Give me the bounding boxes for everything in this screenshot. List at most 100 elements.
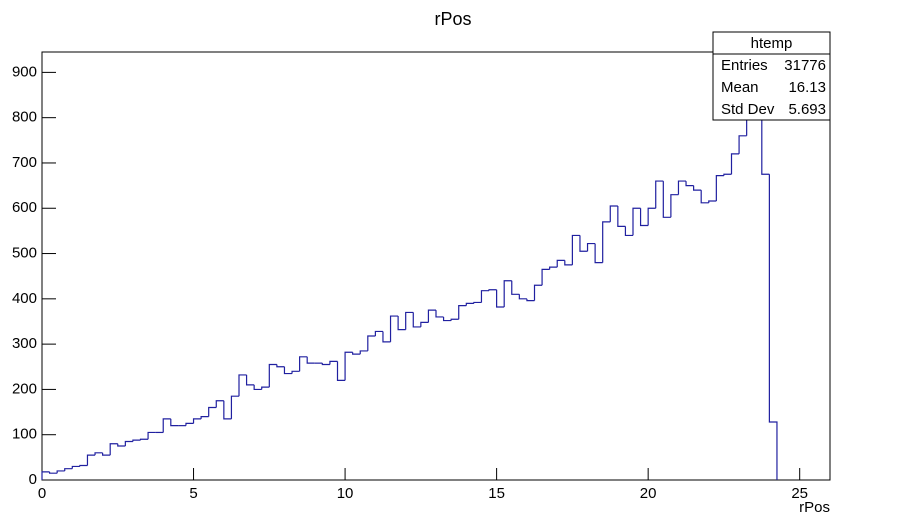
histogram-bin (639, 208, 649, 227)
x-axis-label: rPos (799, 499, 830, 516)
histogram-bin (458, 305, 467, 320)
x-tick-label: 10 (337, 485, 354, 502)
histogram-bin (321, 363, 330, 366)
histogram-bin (329, 360, 338, 365)
histogram-bin (420, 321, 429, 327)
histogram-bin (291, 370, 300, 374)
histogram-bin (480, 290, 490, 303)
histogram-bin (609, 205, 618, 222)
histogram-bin (162, 418, 171, 433)
histogram-bin (655, 180, 664, 209)
y-tick-label: 200 (12, 380, 37, 397)
histogram-bin (435, 310, 444, 318)
histogram-bin (253, 384, 262, 391)
histogram-bin (352, 352, 361, 355)
y-tick-label: 400 (12, 290, 37, 307)
histogram-bin (677, 180, 687, 195)
histogram-bin (533, 284, 543, 301)
histogram-bin (86, 454, 96, 466)
y-tick-label: 0 (29, 471, 37, 488)
x-tick-label: 15 (488, 485, 505, 502)
histogram-bin (662, 181, 671, 218)
x-tick-label: 25 (791, 485, 808, 502)
histogram-bin (427, 309, 436, 323)
histogram-bin (64, 468, 73, 471)
histogram-bin (768, 174, 778, 480)
histogram-bin (465, 302, 474, 306)
histogram-bin (299, 356, 308, 372)
histogram-bin (496, 289, 505, 308)
histogram-bin (700, 190, 709, 204)
histogram-bin (412, 312, 421, 328)
histogram-bin (738, 135, 747, 154)
histogram-bin (511, 280, 520, 295)
histogram-bin (71, 465, 80, 469)
histogram-bin (94, 452, 103, 456)
stats-label: Std Dev (721, 101, 775, 118)
chart-title: rPos (434, 9, 471, 29)
histogram-bin (109, 443, 118, 456)
histogram-bin (723, 173, 732, 176)
histogram-bin (367, 335, 376, 351)
histogram-bin (382, 331, 391, 343)
y-tick-label: 600 (12, 199, 37, 216)
histogram-bin (685, 181, 694, 187)
histogram-bin (283, 366, 293, 375)
histogram-bin (230, 395, 239, 419)
histogram-bin (185, 422, 194, 426)
histogram-bin (102, 452, 111, 456)
histogram-bin (442, 316, 452, 322)
stats-label: Entries (721, 57, 768, 74)
histogram-bin (48, 471, 58, 474)
histogram-bin (200, 415, 209, 419)
histogram-bin (617, 205, 626, 227)
histogram-bin (208, 406, 217, 417)
histogram-bin (56, 470, 65, 474)
histogram-bin (761, 104, 770, 175)
stats-title: htemp (751, 35, 793, 52)
histogram-bin (503, 280, 512, 307)
histogram-bin (124, 440, 133, 447)
histogram-bin (473, 301, 482, 304)
y-tick-label: 500 (12, 245, 37, 262)
histogram-bin (730, 153, 740, 175)
histogram-bin (268, 363, 277, 388)
histogram-bin (215, 400, 224, 408)
y-tick-label: 800 (12, 109, 37, 126)
histogram-bin (374, 330, 383, 336)
y-tick-label: 700 (12, 154, 37, 171)
histogram-bin (170, 418, 179, 427)
histogram-bin (238, 374, 247, 397)
histogram-bin (571, 234, 580, 265)
histogram-bin (708, 200, 717, 203)
histogram-bin (245, 374, 255, 386)
histogram-bin (147, 431, 156, 440)
histogram-bin (405, 311, 414, 330)
histogram-bin (693, 185, 702, 191)
histogram-bin (715, 175, 724, 202)
histogram-bin (602, 221, 611, 263)
histogram-bin (594, 243, 603, 264)
histogram-bin (647, 207, 656, 226)
y-tick-label: 900 (12, 63, 37, 80)
y-tick-label: 300 (12, 335, 37, 352)
stats-value: 16.13 (788, 79, 826, 96)
histogram-bin (397, 316, 406, 331)
stats-value: 31776 (784, 57, 826, 74)
histogram-bin (336, 361, 346, 381)
x-tick-label: 5 (189, 485, 197, 502)
histogram-bin (564, 260, 573, 266)
x-tick-label: 0 (38, 485, 46, 502)
stats-box (712, 31, 831, 121)
stats-label: Mean (721, 79, 759, 96)
histogram-bin (41, 471, 50, 480)
histogram-bin (389, 315, 399, 342)
histogram-bin (624, 226, 633, 237)
histogram-bin (518, 294, 527, 300)
histogram-bin (223, 400, 232, 420)
histogram-bin (344, 351, 353, 381)
histogram-bin (79, 464, 88, 467)
histogram-bin (632, 207, 641, 236)
